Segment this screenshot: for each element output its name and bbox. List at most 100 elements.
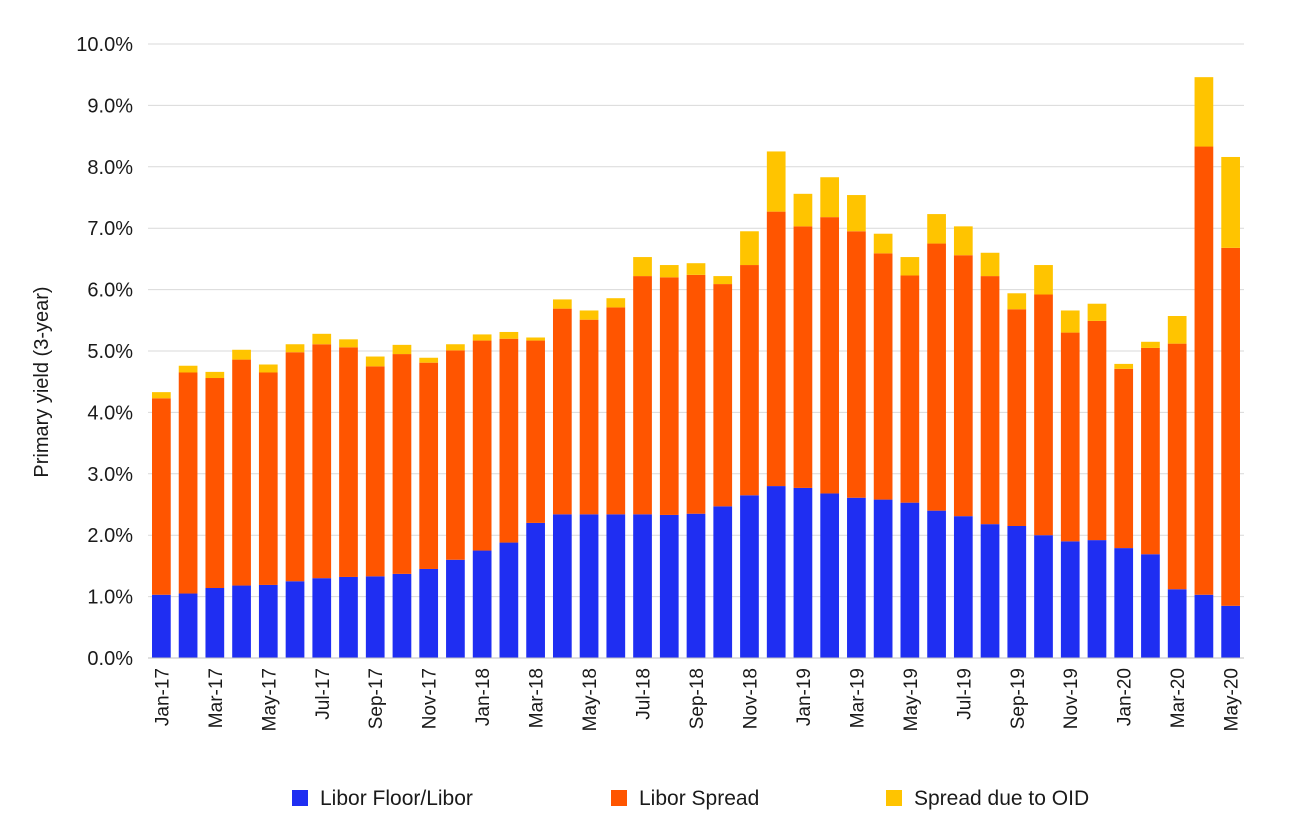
- bar-segment-libor-floor: [499, 542, 519, 658]
- bar-segment-libor-spread: [1114, 368, 1134, 549]
- bar-segment-libor-spread: [953, 255, 973, 517]
- bar-segment-oid-spread: [365, 356, 385, 367]
- bar-segment-libor-spread: [152, 398, 171, 595]
- bar-segment-libor-floor: [847, 497, 866, 658]
- x-tick-label: Nov-19: [1061, 668, 1082, 729]
- bar-segment-libor-floor: [258, 584, 278, 658]
- y-axis-label: Primary yield (3-year): [31, 286, 53, 477]
- bar-segment-oid-spread: [472, 334, 492, 341]
- bar-segment-libor-spread: [472, 340, 492, 551]
- bar-segment-libor-spread: [1087, 320, 1107, 541]
- bar-segment-libor-spread: [980, 276, 1000, 525]
- bar-segment-oid-spread: [686, 263, 706, 275]
- bar-segment-libor-spread: [258, 372, 278, 585]
- bar-segment-oid-spread: [446, 344, 465, 351]
- bar-segment-libor-floor: [927, 510, 946, 658]
- legend-label: Libor Spread: [639, 787, 759, 810]
- x-tick-label: Mar-19: [847, 668, 868, 728]
- bar-segment-libor-floor: [793, 487, 813, 658]
- bar-segment-libor-floor: [1034, 535, 1053, 658]
- bar-segment-libor-spread: [205, 378, 225, 589]
- bar-segment-libor-floor: [205, 588, 225, 658]
- bar-segment-libor-floor: [606, 514, 626, 658]
- bar-segment-libor-floor: [1114, 548, 1134, 658]
- bar-segment-libor-spread: [793, 226, 813, 488]
- y-tick-label: 6.0%: [87, 280, 133, 302]
- bar-segment-oid-spread: [526, 337, 545, 341]
- bar-segment-oid-spread: [232, 349, 251, 360]
- bar-segment-libor-floor: [1221, 605, 1240, 658]
- x-tick-label: Sep-18: [687, 668, 708, 729]
- bar-segment-oid-spread: [178, 365, 198, 373]
- x-tick-label: Mar-20: [1168, 668, 1189, 728]
- bar-segment-libor-floor: [232, 585, 251, 658]
- bars: [152, 77, 1240, 658]
- bar-segment-libor-floor: [953, 516, 973, 658]
- bar-segment-libor-floor: [873, 499, 893, 658]
- bar-segment-libor-floor: [1087, 540, 1107, 658]
- legend-label: Libor Floor/Libor: [320, 787, 473, 810]
- y-tick-label: 9.0%: [87, 95, 133, 117]
- bar-segment-libor-spread: [713, 284, 733, 507]
- bar-segment-libor-floor: [659, 514, 679, 658]
- bar-segment-libor-floor: [419, 568, 439, 658]
- y-axis-ticks: 0.0% 1.0% 2.0% 3.0% 4.0% 5.0% 6.0% 7.0% 8.0% 9.0%…: [76, 34, 133, 670]
- bar-segment-oid-spread: [820, 177, 840, 218]
- bar-segment-libor-floor: [740, 495, 759, 658]
- bar-segment-libor-floor: [900, 502, 920, 658]
- bar-segment-libor-floor: [446, 559, 465, 658]
- x-tick-label: Mar-17: [206, 668, 227, 728]
- x-tick-label: Jan-19: [794, 668, 815, 726]
- x-tick-label: Mar-18: [527, 668, 548, 728]
- bar-segment-libor-floor: [980, 524, 1000, 658]
- bar-segment-libor-spread: [392, 354, 412, 574]
- x-tick-label: Sep-17: [366, 668, 387, 729]
- bar-segment-libor-spread: [659, 277, 679, 515]
- bar-segment-libor-spread: [740, 265, 759, 496]
- legend-swatch: [886, 790, 902, 806]
- bar-segment-libor-spread: [873, 253, 893, 500]
- bar-segment-libor-floor: [526, 522, 545, 658]
- bar-segment-oid-spread: [847, 195, 866, 232]
- x-tick-label: Jan-20: [1115, 668, 1136, 726]
- bar-segment-oid-spread: [579, 310, 599, 320]
- bar-segment-oid-spread: [552, 299, 572, 309]
- x-tick-label: May-18: [580, 668, 601, 731]
- bar-segment-libor-spread: [178, 372, 198, 594]
- bar-segment-libor-spread: [232, 359, 251, 586]
- y-tick-label: 7.0%: [87, 218, 133, 240]
- bar-segment-oid-spread: [900, 257, 920, 276]
- bar-segment-libor-spread: [1141, 347, 1160, 555]
- bar-segment-libor-spread: [1167, 343, 1187, 590]
- y-tick-label: 1.0%: [87, 587, 133, 609]
- bar-segment-oid-spread: [392, 344, 412, 355]
- bar-segment-libor-floor: [312, 578, 332, 658]
- bar-segment-oid-spread: [713, 276, 733, 285]
- bar-segment-oid-spread: [1194, 77, 1214, 147]
- bar-segment-oid-spread: [793, 193, 813, 227]
- x-tick-label: Jul-19: [954, 668, 975, 720]
- bar-segment-libor-floor: [339, 576, 358, 658]
- bar-segment-oid-spread: [419, 357, 439, 363]
- bar-segment-libor-spread: [365, 366, 385, 577]
- bar-segment-libor-floor: [766, 486, 786, 658]
- y-tick-label: 3.0%: [87, 464, 133, 486]
- bar-segment-libor-floor: [820, 493, 840, 658]
- bar-segment-libor-spread: [1194, 146, 1214, 595]
- bar-segment-libor-floor: [1060, 541, 1080, 658]
- bar-segment-oid-spread: [499, 331, 519, 339]
- bar-segment-oid-spread: [1007, 293, 1027, 310]
- bar-segment-libor-floor: [713, 506, 733, 658]
- bar-segment-libor-spread: [927, 243, 946, 511]
- bar-segment-libor-spread: [606, 307, 626, 515]
- x-tick-label: May-20: [1222, 668, 1243, 731]
- x-tick-label: May-19: [901, 668, 922, 731]
- bar-segment-libor-spread: [446, 350, 465, 560]
- x-axis-ticks: Jan-17 Mar-17 May-17 Jul-17 Sep-17 Nov-17 Jan-…: [152, 668, 1242, 731]
- x-tick-label: Sep-19: [1008, 668, 1029, 729]
- bar-segment-oid-spread: [285, 344, 305, 353]
- bar-segment-libor-spread: [552, 308, 572, 515]
- bar-segment-oid-spread: [953, 226, 973, 256]
- bar-segment-libor-floor: [365, 576, 385, 658]
- bar-segment-libor-spread: [633, 276, 652, 515]
